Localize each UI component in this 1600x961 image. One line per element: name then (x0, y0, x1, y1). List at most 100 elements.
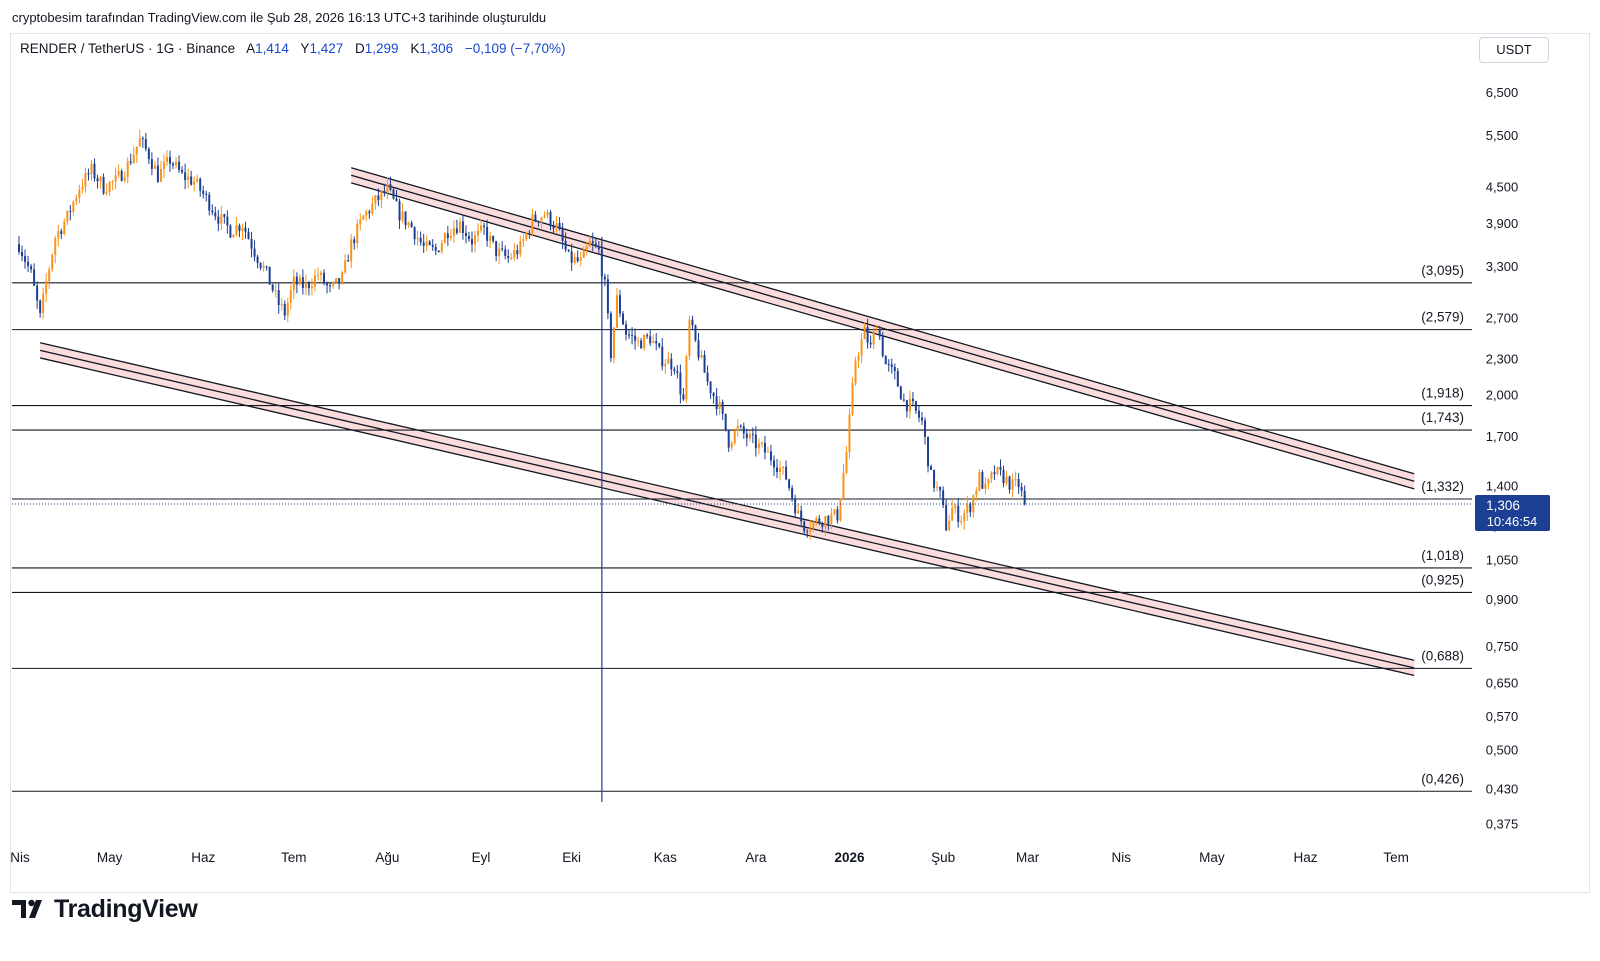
candle-body (108, 182, 111, 193)
candle-body (643, 334, 646, 349)
candle-body (706, 372, 709, 382)
candle-body (694, 325, 697, 341)
candle-body (1017, 479, 1020, 488)
candle-body (851, 383, 854, 415)
candle-body (857, 355, 860, 361)
y-axis-tick-label: 6,500 (1486, 85, 1519, 100)
candle-body (268, 266, 271, 285)
candle-body (54, 238, 57, 255)
candle-body (310, 286, 313, 289)
candle-body (102, 177, 105, 194)
candle-body (878, 330, 881, 337)
candle-body (890, 364, 893, 367)
candle-body (202, 190, 205, 194)
candle-body (147, 148, 150, 160)
low-label: D (355, 41, 365, 56)
candle-body (697, 340, 700, 358)
candle-body (223, 214, 226, 217)
candle-body (51, 254, 54, 270)
candle-body (836, 509, 839, 521)
candle-body (301, 277, 304, 289)
candle-body (329, 285, 332, 287)
candle-body (235, 225, 238, 235)
candle-body (413, 227, 416, 240)
candle-body (854, 360, 857, 384)
symbol-legend[interactable]: RENDER / TetherUS · 1G · Binance A1,414 … (20, 41, 565, 56)
candle-body (338, 278, 341, 284)
horizontal-level-label: (1,018) (1421, 548, 1464, 563)
candle-body (356, 223, 359, 244)
y-axis-tick-label: 0,900 (1486, 592, 1519, 607)
candle-body (531, 214, 534, 234)
candle-body (87, 173, 90, 175)
candle-body (150, 159, 153, 169)
candle-body (942, 490, 945, 506)
candle-body (679, 372, 682, 395)
candle-body (407, 222, 410, 226)
candle-body (271, 284, 274, 291)
candle-body (751, 434, 754, 436)
candle-body (241, 227, 244, 231)
candle-body (377, 195, 380, 201)
tradingview-brand[interactable]: TradingView (12, 895, 198, 923)
candle-body (927, 436, 930, 467)
candle-body (320, 272, 322, 276)
candle-body (117, 171, 120, 176)
candle-body (788, 479, 791, 489)
candle-body (489, 235, 492, 241)
candle-body (797, 510, 800, 514)
candle-body (181, 169, 184, 173)
candle-body (452, 228, 455, 236)
candle-body (467, 235, 470, 240)
x-axis-tick-label: Ağu (375, 850, 399, 865)
candle-body (120, 171, 123, 181)
candle-body (244, 227, 247, 232)
y-axis-tick-label: 0,500 (1486, 743, 1519, 758)
currency-button[interactable]: USDT (1479, 37, 1549, 63)
x-axis-tick-label: Şub (931, 850, 955, 865)
candle-body (443, 233, 446, 244)
candle-body (549, 211, 552, 227)
candle-body (528, 232, 531, 234)
candle-body (129, 161, 132, 163)
candle-body (987, 478, 990, 484)
candle-body (736, 425, 739, 431)
candle-body (262, 266, 265, 268)
candle-body (75, 197, 78, 202)
candle-body (769, 451, 772, 461)
candle-body (492, 235, 495, 242)
horizontal-level-label: (0,688) (1421, 648, 1464, 663)
horizontal-level-label: (1,743) (1421, 410, 1464, 425)
candle-body (365, 211, 368, 216)
chart-creator-line: cryptobesim tarafından TradingView.com i… (12, 10, 547, 25)
candle-body (404, 211, 407, 226)
candle-body (410, 222, 413, 228)
candle-body (265, 266, 268, 268)
candle-body (347, 260, 350, 262)
candle-body (153, 165, 156, 169)
candle-body (936, 486, 939, 488)
symbol-title[interactable]: RENDER / TetherUS · 1G · Binance (20, 41, 236, 56)
candle-body (392, 189, 395, 199)
candle-body (724, 413, 727, 431)
candle-body (682, 394, 685, 400)
candle-body (806, 531, 809, 533)
candle-body (458, 221, 461, 233)
y-axis-tick-label: 5,500 (1486, 128, 1519, 143)
candle-body (39, 300, 42, 314)
candle-body (359, 219, 362, 224)
close-value: 1,306 (419, 41, 454, 56)
candle-body (881, 336, 884, 356)
candle-body (99, 177, 102, 182)
candle-body (162, 162, 165, 169)
candle-body (21, 251, 24, 257)
candle-body (63, 221, 66, 234)
candle-body (286, 303, 289, 316)
candle-body (81, 186, 84, 190)
candle-body (730, 442, 733, 448)
candle-body (60, 231, 63, 234)
candle-body (172, 163, 175, 166)
candle-body (380, 191, 383, 201)
candle-body (685, 356, 688, 400)
